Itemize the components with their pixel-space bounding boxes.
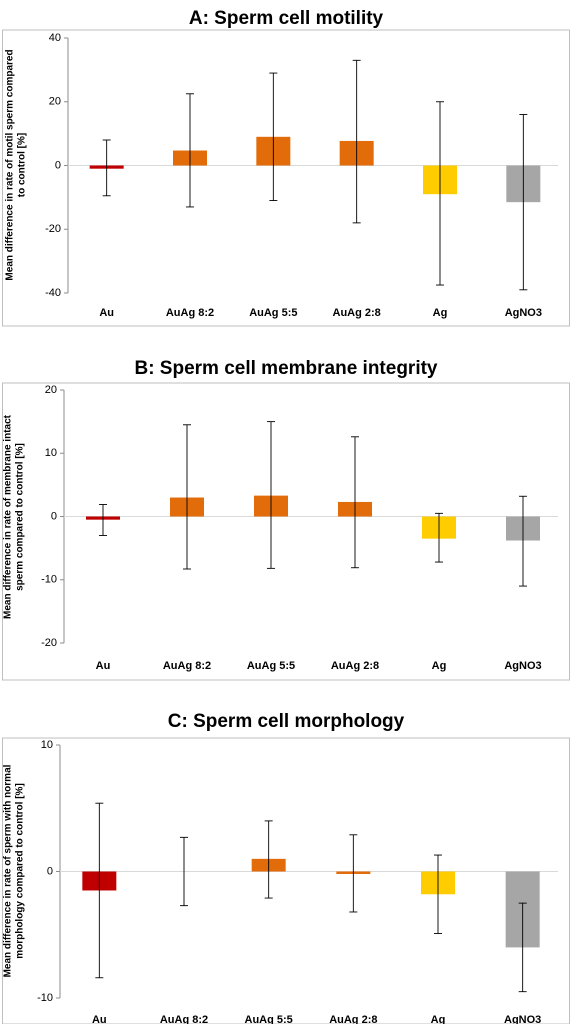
x-category-label: AuAg 5:5 — [249, 307, 297, 319]
y-tick-label: -40 — [45, 287, 61, 299]
x-category-label: AuAg 2:8 — [333, 307, 381, 319]
chart-panel-b: B: Sperm cell membrane integrity 20 10 0 -10… — [2, 358, 570, 681]
y-axis-label-line-2: morphology compared to control [%] — [15, 783, 26, 959]
y-tick-label: -20 — [41, 637, 57, 649]
x-category-label: Ag — [432, 660, 447, 672]
y-tick-label: -10 — [41, 574, 57, 586]
y-axis-label-line-2: to control [%] — [17, 133, 28, 197]
y-axis-label-line-1: Mean difference in rate of motil sperm c… — [5, 49, 16, 280]
y-tick-label: 0 — [55, 159, 61, 171]
x-category-label: Au — [92, 1014, 107, 1024]
x-category-label: AuAg 8:2 — [163, 660, 211, 672]
y-tick-label: 40 — [49, 32, 61, 44]
x-category-label: AgNO3 — [505, 307, 542, 319]
chart-frame — [2, 382, 570, 681]
x-category-label: AuAg 5:5 — [247, 660, 295, 672]
y-axis-label-line-2: sperm compared to control [%] — [15, 443, 26, 591]
chart-frame — [2, 29, 570, 327]
x-category-label: AuAg 5:5 — [245, 1014, 293, 1024]
x-category-label: AgNO3 — [504, 1014, 541, 1024]
y-tick-label: 20 — [45, 384, 57, 396]
x-category-label: AuAg 8:2 — [166, 307, 214, 319]
y-axis-label: Mean difference in rate of sperm with no… — [3, 764, 26, 977]
x-category-label: Au — [99, 307, 114, 319]
chart-title: A: Sperm cell motility — [189, 8, 384, 29]
x-category-label: AuAg 2:8 — [329, 1014, 377, 1024]
y-tick-label: 0 — [51, 510, 57, 522]
y-axis-label: Mean difference in rate of motil sperm c… — [5, 49, 28, 280]
chart-panel-a: A: Sperm cell motility 40 20 0 -20 -40 Mean di… — [2, 8, 570, 327]
y-tick-label: 0 — [47, 865, 53, 877]
chart-panel-c: C: Sperm cell morphology 10 0 -10 Mean diffe… — [2, 711, 570, 1024]
x-category-label: AuAg 2:8 — [331, 660, 379, 672]
y-tick-label: -10 — [37, 992, 53, 1004]
y-tick-label: 10 — [45, 447, 57, 459]
y-tick-label: 20 — [49, 96, 61, 108]
x-category-label: AuAg 8:2 — [160, 1014, 208, 1024]
x-category-label: Ag — [431, 1014, 446, 1024]
y-axis-label-line-1: Mean difference in rate of membrane inta… — [3, 414, 14, 619]
y-tick-label: -20 — [45, 223, 61, 235]
x-category-label: Ag — [433, 307, 448, 319]
chart-frame — [2, 737, 570, 1024]
x-category-label: Au — [96, 660, 111, 672]
y-axis-label-line-1: Mean difference in rate of sperm with no… — [3, 764, 14, 977]
chart-title: B: Sperm cell membrane integrity — [134, 358, 437, 379]
y-tick-label: 10 — [41, 739, 53, 751]
x-category-label: AgNO3 — [504, 660, 541, 672]
chart-title: C: Sperm cell morphology — [168, 711, 405, 732]
y-axis-label: Mean difference in rate of membrane inta… — [3, 414, 26, 619]
